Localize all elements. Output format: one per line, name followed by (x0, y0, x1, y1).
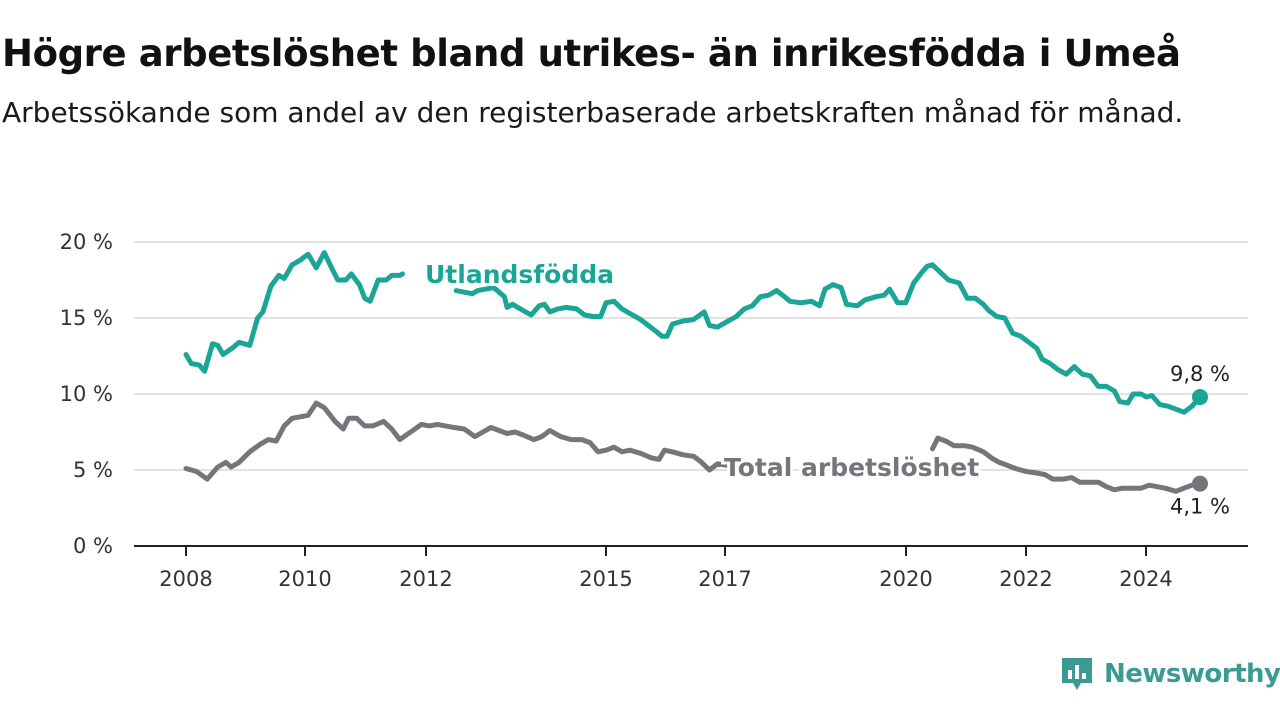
chart-subtitle: Arbetssökande som andel av den registerb… (2, 96, 1184, 129)
x-tick-label: 2012 (399, 567, 452, 591)
y-tick-label: 10 % (60, 382, 113, 406)
y-tick-label: 15 % (60, 306, 113, 330)
x-tick-label: 2017 (698, 567, 751, 591)
y-tick-label: 20 % (60, 230, 113, 254)
x-tick-label: 2008 (159, 567, 212, 591)
series-line-1-continued (930, 435, 1203, 494)
series-label: Utlandsfödda (425, 260, 614, 289)
series-end-label: 9,8 % (1170, 362, 1230, 386)
chart-title: Högre arbetslöshet bland utrikes- än inr… (2, 32, 1181, 75)
brand: Newsworthy (1060, 654, 1280, 694)
x-tick-label: 2020 (879, 567, 932, 591)
series-line-0 (183, 250, 405, 374)
x-tick-label: 2024 (1119, 567, 1172, 591)
y-tick-label: 0 % (73, 534, 113, 558)
newsworthy-logo-icon (1062, 658, 1092, 690)
series-end-label: 4,1 % (1170, 495, 1230, 519)
x-tick-label: 2010 (278, 567, 331, 591)
series-end-marker (1192, 389, 1208, 406)
brand-name: Newsworthy (1104, 659, 1280, 689)
x-tick-label: 2015 (579, 567, 632, 591)
x-tick-label: 2022 (999, 567, 1052, 591)
y-tick-label: 5 % (73, 458, 113, 482)
series-line-0-continued (453, 262, 1203, 415)
series-line-1 (183, 400, 742, 482)
series-end-marker (1192, 475, 1208, 492)
series-label: Total arbetslöshet (724, 453, 979, 482)
